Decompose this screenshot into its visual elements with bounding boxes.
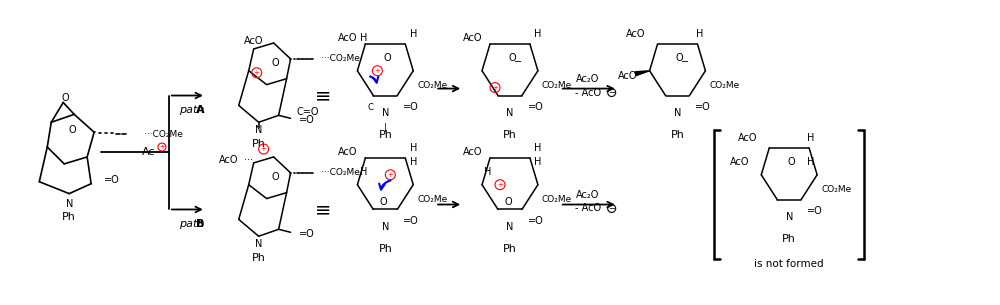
Text: Ph: Ph bbox=[378, 244, 392, 254]
Text: AcO: AcO bbox=[463, 33, 482, 43]
Text: AcO: AcO bbox=[618, 71, 638, 81]
Text: path: path bbox=[179, 106, 204, 115]
Text: CO₂Me: CO₂Me bbox=[542, 195, 572, 204]
Text: =O: =O bbox=[807, 206, 823, 217]
Text: =O: =O bbox=[104, 175, 120, 185]
Text: +: + bbox=[497, 182, 503, 188]
Text: Ac₂O: Ac₂O bbox=[576, 190, 599, 199]
Text: AcO: AcO bbox=[730, 157, 749, 167]
Text: is not formed: is not formed bbox=[754, 259, 824, 269]
Text: AcO: AcO bbox=[463, 147, 482, 157]
Text: AcO: AcO bbox=[626, 29, 646, 39]
Text: C=O: C=O bbox=[297, 107, 319, 117]
Text: N: N bbox=[382, 108, 389, 118]
Text: O: O bbox=[384, 53, 391, 63]
Text: Ac₂O: Ac₂O bbox=[576, 74, 599, 84]
Text: =O: =O bbox=[299, 229, 314, 239]
Text: O: O bbox=[68, 125, 76, 135]
Text: ···CO₂Me: ···CO₂Me bbox=[144, 130, 183, 139]
Text: A: A bbox=[196, 106, 204, 115]
Text: H: H bbox=[807, 157, 815, 167]
Text: =O: =O bbox=[403, 216, 419, 226]
Text: AcO: AcO bbox=[338, 33, 357, 43]
Text: |: | bbox=[384, 123, 387, 132]
Text: N: N bbox=[66, 199, 73, 209]
Text: CO₂Me: CO₂Me bbox=[542, 81, 572, 90]
Text: AcO: AcO bbox=[338, 147, 357, 157]
Text: CO₂Me: CO₂Me bbox=[821, 185, 851, 194]
Text: N: N bbox=[506, 108, 514, 118]
Text: Ph: Ph bbox=[503, 130, 517, 140]
Text: CO₂Me: CO₂Me bbox=[417, 195, 447, 204]
Text: O: O bbox=[380, 196, 387, 206]
Text: H: H bbox=[360, 33, 367, 43]
Text: Ph: Ph bbox=[62, 212, 76, 222]
Text: Ph: Ph bbox=[252, 139, 266, 149]
Text: ≡: ≡ bbox=[315, 200, 332, 219]
Polygon shape bbox=[635, 71, 650, 76]
Text: N: N bbox=[506, 222, 514, 232]
Text: =O: =O bbox=[528, 216, 544, 226]
Text: AcO: AcO bbox=[244, 36, 264, 46]
Text: −: − bbox=[514, 57, 522, 67]
Text: +: + bbox=[374, 68, 380, 74]
Text: H: H bbox=[484, 167, 492, 177]
Text: Ph: Ph bbox=[252, 253, 266, 263]
Text: O: O bbox=[787, 157, 795, 167]
Text: −: − bbox=[681, 57, 690, 67]
Text: N: N bbox=[382, 222, 389, 232]
Text: ···: ··· bbox=[244, 155, 253, 165]
Text: Ph: Ph bbox=[378, 130, 392, 140]
Text: H: H bbox=[534, 29, 542, 39]
Text: B: B bbox=[196, 219, 204, 229]
Text: ···CO₂Me: ···CO₂Me bbox=[320, 168, 359, 177]
Text: N: N bbox=[255, 125, 262, 135]
Text: O: O bbox=[272, 58, 279, 68]
Text: =O: =O bbox=[403, 102, 419, 113]
Text: H: H bbox=[410, 157, 417, 167]
Text: Ph: Ph bbox=[782, 234, 796, 244]
Text: +: + bbox=[261, 146, 267, 152]
Text: H: H bbox=[534, 157, 542, 167]
Text: N: N bbox=[255, 239, 262, 249]
Text: ≡: ≡ bbox=[315, 86, 332, 105]
Text: Ph: Ph bbox=[503, 244, 517, 254]
Text: O: O bbox=[508, 53, 516, 63]
Text: =O: =O bbox=[528, 102, 544, 113]
Text: Ac: Ac bbox=[142, 147, 156, 157]
Text: AcO: AcO bbox=[738, 133, 757, 143]
Text: =O: =O bbox=[695, 102, 711, 113]
Text: CO₂Me: CO₂Me bbox=[709, 81, 740, 90]
Text: - AcO: - AcO bbox=[575, 203, 601, 213]
Text: ···CO₂Me: ···CO₂Me bbox=[320, 54, 359, 63]
Text: H: H bbox=[360, 167, 367, 177]
Text: O: O bbox=[61, 94, 69, 103]
Text: −: − bbox=[608, 88, 615, 97]
Text: O: O bbox=[504, 196, 512, 206]
Text: - AcO: - AcO bbox=[575, 88, 601, 98]
Text: +: + bbox=[387, 172, 393, 178]
Text: N: N bbox=[786, 212, 793, 222]
Text: −: − bbox=[608, 204, 615, 213]
Text: =O: =O bbox=[299, 115, 314, 125]
Text: H: H bbox=[410, 29, 417, 39]
Text: H: H bbox=[410, 143, 417, 153]
Text: +: + bbox=[159, 144, 165, 150]
Text: O: O bbox=[676, 53, 683, 63]
Text: path: path bbox=[179, 219, 204, 229]
Text: N: N bbox=[674, 108, 681, 118]
Text: H: H bbox=[534, 143, 542, 153]
Text: Ph: Ph bbox=[671, 130, 684, 140]
Text: H: H bbox=[807, 133, 815, 143]
Text: CO₂Me: CO₂Me bbox=[417, 81, 447, 90]
Text: C: C bbox=[367, 103, 373, 112]
Text: +: + bbox=[254, 70, 260, 76]
Text: AcO: AcO bbox=[219, 155, 239, 165]
Text: H: H bbox=[696, 29, 703, 39]
Text: +: + bbox=[492, 84, 498, 91]
Text: O: O bbox=[272, 172, 279, 182]
